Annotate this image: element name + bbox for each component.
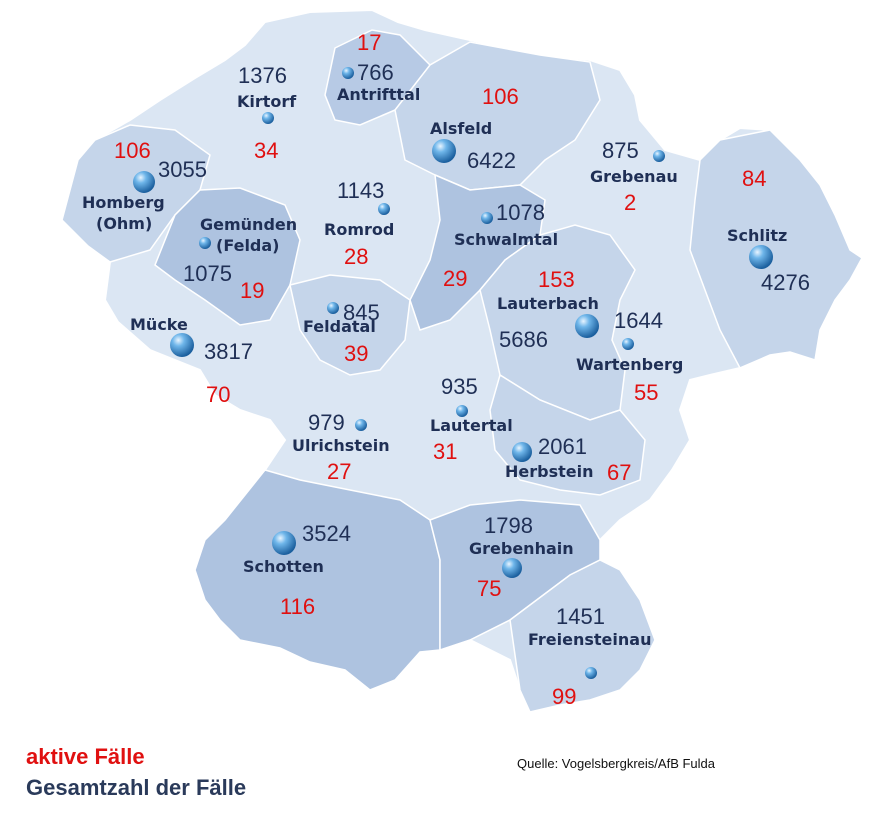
marker-homberg	[133, 171, 155, 193]
active-romrod: 28	[344, 244, 368, 269]
marker-grebenhain	[502, 558, 522, 578]
marker-feldatal	[327, 302, 339, 314]
label-alsfeld: Alsfeld	[430, 119, 492, 138]
legend-active-label: aktive Fälle	[26, 744, 145, 769]
total-herbstein: 2061	[538, 434, 587, 459]
total-freiensteinau: 1451	[556, 604, 605, 629]
active-wartenberg: 55	[634, 380, 658, 405]
active-grebenhain: 75	[477, 576, 501, 601]
total-gemuenden: 1075	[183, 261, 232, 286]
label-schotten: Schotten	[243, 557, 324, 576]
marker-wartenberg	[622, 338, 634, 350]
total-antrifttal: 766	[357, 60, 394, 85]
active-gemuenden: 19	[240, 278, 264, 303]
label-homberg-2: (Ohm)	[96, 214, 152, 233]
marker-alsfeld	[432, 139, 456, 163]
marker-lautertal	[456, 405, 468, 417]
label-schwalmtal: Schwalmtal	[454, 230, 558, 249]
region-freiensteinau	[509, 559, 656, 713]
region-schotten	[194, 469, 441, 691]
active-schlitz: 84	[742, 166, 766, 191]
active-lauterbach: 153	[538, 267, 575, 292]
active-ulrichstein: 27	[327, 459, 351, 484]
active-schwalmtal: 29	[443, 266, 467, 291]
marker-schwalmtal	[481, 212, 493, 224]
total-grebenhain: 1798	[484, 513, 533, 538]
active-muecke: 70	[206, 382, 230, 407]
active-grebenau: 2	[624, 190, 636, 215]
total-lautertal: 935	[441, 374, 478, 399]
active-herbstein: 67	[607, 460, 631, 485]
active-feldatal: 39	[344, 341, 368, 366]
total-homberg: 3055	[158, 157, 207, 182]
marker-kirtorf	[262, 112, 274, 124]
label-grebenau: Grebenau	[590, 167, 678, 186]
marker-antrifttal	[342, 67, 354, 79]
marker-ulrichstein	[355, 419, 367, 431]
legend-total-label: Gesamtzahl der Fälle	[26, 775, 247, 800]
total-muecke: 3817	[204, 339, 253, 364]
label-muecke: Mücke	[130, 315, 188, 334]
label-kirtorf: Kirtorf	[237, 92, 297, 111]
marker-muecke	[170, 333, 194, 357]
total-lauterbach: 5686	[499, 327, 548, 352]
label-romrod: Romrod	[324, 220, 394, 239]
label-wartenberg: Wartenberg	[576, 355, 683, 374]
marker-grebenau	[653, 150, 665, 162]
region-herbstein	[489, 373, 646, 496]
total-alsfeld: 6422	[467, 148, 516, 173]
label-lautertal: Lautertal	[430, 416, 513, 435]
label-ulrichstein: Ulrichstein	[292, 436, 390, 455]
label-gemuenden-2: (Felda)	[216, 236, 280, 255]
region-feldatal	[289, 274, 411, 376]
active-kirtorf: 34	[254, 138, 278, 163]
total-grebenau: 875	[602, 138, 639, 163]
label-grebenhain: Grebenhain	[469, 539, 574, 558]
active-schotten: 116	[280, 594, 315, 619]
label-feldatal: Feldatal	[303, 317, 376, 336]
marker-schlitz	[749, 245, 773, 269]
marker-romrod	[378, 203, 390, 215]
active-freiensteinau: 99	[552, 684, 576, 709]
active-antrifttal: 17	[357, 30, 381, 55]
total-feldatal: 845	[343, 300, 380, 325]
active-lautertal: 31	[433, 439, 457, 464]
label-freiensteinau: Freiensteinau	[528, 630, 651, 649]
active-alsfeld: 106	[482, 84, 519, 109]
total-schlitz: 4276	[761, 270, 810, 295]
marker-schotten	[272, 531, 296, 555]
region-lauterbach	[479, 224, 636, 421]
label-lauterbach: Lauterbach	[497, 294, 599, 313]
region-schlitz	[689, 129, 863, 369]
region-homberg	[61, 124, 211, 263]
total-wartenberg: 1644	[614, 308, 663, 333]
label-antrifttal: Antrifttal	[337, 85, 420, 104]
label-schlitz: Schlitz	[727, 226, 787, 245]
region-gemuenden	[154, 187, 301, 326]
source-note: Quelle: Vogelsbergkreis/AfB Fulda	[517, 756, 715, 771]
total-schotten: 3524	[302, 521, 351, 546]
marker-gemuenden	[199, 237, 211, 249]
total-ulrichstein: 979	[308, 410, 345, 435]
total-romrod: 1143	[337, 178, 384, 203]
marker-herbstein	[512, 442, 532, 462]
active-homberg: 106	[114, 138, 151, 163]
total-schwalmtal: 1078	[496, 200, 545, 225]
label-herbstein: Herbstein	[505, 462, 593, 481]
marker-lauterbach	[575, 314, 599, 338]
label-homberg: Homberg	[82, 193, 165, 212]
total-kirtorf: 1376	[238, 63, 287, 88]
label-gemuenden: Gemünden	[200, 215, 297, 234]
marker-freiensteinau	[585, 667, 597, 679]
